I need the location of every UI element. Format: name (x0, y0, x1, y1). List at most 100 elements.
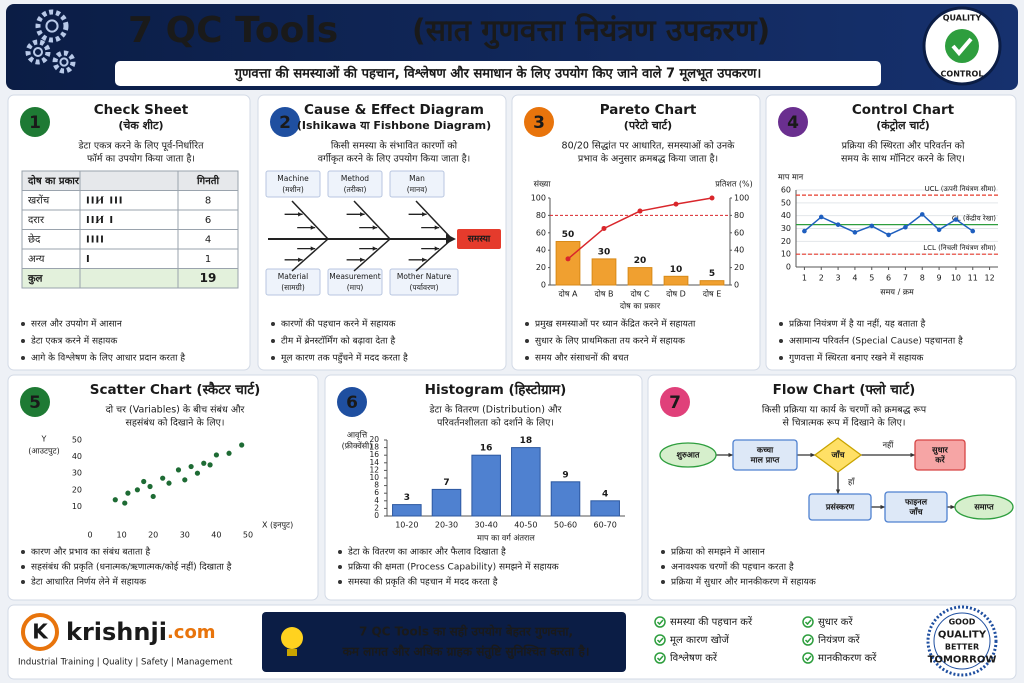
tool-description: से चित्रात्मक रूप में दिखाने के लिए। (783, 417, 906, 429)
arrow-head (810, 452, 815, 458)
bullet-dot (21, 580, 25, 584)
tool-description: वर्गीकृत करने के लिए उपयोग किया जाता है। (318, 153, 471, 165)
bullet-text: डेटा के वितरण का आकार और फैलाव दिखाता है (347, 546, 506, 558)
y2-tick-label: 60 (734, 228, 744, 237)
bullet-dot (525, 339, 529, 343)
bullet-dot (271, 356, 275, 360)
cumulative-point (601, 225, 607, 231)
bone (353, 238, 391, 272)
tool-description: डेटा के वितरण (Distribution) और (428, 404, 562, 416)
arrow-head (298, 257, 303, 262)
histogram-bar (550, 481, 581, 517)
value-label: 5 (709, 269, 715, 279)
x-tick-label: 0 (87, 531, 92, 540)
cause-box (327, 268, 383, 296)
tool-description: दो चर (Variables) के बीच संबंध और (106, 404, 246, 416)
bar (627, 267, 653, 286)
scatter-point (166, 480, 172, 486)
bullet-text: सहसंबंध की प्रकृति (धनात्मक/ऋणात्मक/कोई … (31, 561, 232, 573)
tool-subtitle: (कंट्रोल चार्ट) (876, 118, 930, 132)
table-cell: 4 (205, 234, 211, 245)
tally: I (86, 254, 91, 265)
y-tick-label: 18 (369, 443, 379, 452)
brand-tagline: Industrial Training | Quality | Safety |… (18, 658, 233, 668)
bullet-dot (661, 580, 665, 584)
arrow-head (310, 225, 316, 230)
number-badge (20, 387, 50, 417)
value-label: 18 (520, 436, 533, 446)
cumulative-point (637, 208, 643, 214)
table-cell: दरार (28, 215, 45, 226)
badge-text: BETTER (945, 643, 979, 652)
x-tick-label: 30 (180, 531, 190, 540)
table-header: गिनती (196, 174, 219, 187)
bullet-text: कारणों की पहचान करने में सहायक (281, 318, 397, 330)
flow-node (659, 442, 717, 468)
tool-number: 3 (533, 113, 545, 133)
gear-hub (33, 47, 43, 57)
bullet-text: कारण और प्रभाव का संबंध बताता है (31, 546, 150, 558)
bar (699, 280, 725, 286)
bullet-text: असामान्य परिवर्तन (Special Cause) पहचानत… (789, 335, 963, 347)
arrow-head (880, 504, 885, 510)
y-tick-label: 10 (781, 250, 791, 259)
data-point (953, 217, 959, 222)
limit-label: CL (केंद्रीय रेखा) (952, 214, 996, 223)
y-axis-label: संख्या (534, 180, 552, 189)
x-tick-label: 8 (920, 274, 925, 283)
bullet-text: डेटा एकत्र करने में सहायक (30, 335, 118, 347)
bullet-text: प्रक्रिया नियंत्रण में है या नहीं, यह बत… (789, 318, 926, 330)
x-tick-label: 2 (819, 274, 824, 283)
tool-title: Histogram (हिस्टोग्राम) (425, 381, 567, 398)
data-point (970, 228, 976, 234)
y-tick-label: 30 (781, 224, 791, 233)
arrow-head (298, 212, 303, 217)
arrow-head (360, 212, 365, 217)
x-tick-label: 11 (968, 274, 978, 283)
y2-tick-label: 0 (734, 281, 739, 290)
scatter-point (207, 462, 213, 468)
limit-label: UCL (ऊपरी नियंत्रण सीमा) (925, 184, 997, 193)
bullet-dot (661, 565, 665, 569)
table-total: कुल (27, 273, 44, 284)
checklist-item: समस्या की पहचान करें (670, 616, 753, 628)
edge-label: नहीं (883, 440, 895, 450)
number-badge (20, 107, 50, 137)
scatter-point (160, 475, 166, 481)
y-tick-label: 16 (369, 450, 379, 459)
cause-box (265, 170, 321, 198)
edge-label: हाँ (848, 477, 855, 487)
check-icon (802, 652, 814, 664)
bullet-dot (21, 550, 25, 554)
tool-title: Check Sheet (94, 102, 189, 118)
value-label: 3 (404, 493, 410, 503)
cause-hindi: (सामग्री) (281, 283, 305, 292)
checklist-item: नियंत्रण करें (818, 634, 861, 646)
value-label: 16 (480, 444, 493, 454)
y-tick-label: 10 (72, 502, 82, 511)
cause-name: Measurement (329, 272, 381, 281)
arrow-head (360, 257, 365, 262)
check-tick (656, 655, 664, 662)
arrow-head (310, 246, 316, 251)
tool-subtitle: (Ishikawa या Fishbone Diagram) (297, 119, 491, 132)
bulb-glow (281, 627, 303, 649)
arrow-head (434, 246, 440, 251)
bone (415, 200, 453, 240)
x-tick-label: 20-30 (435, 521, 458, 530)
tool-description: प्रभाव के अनुसार क्रमबद्ध किया जाता है। (578, 153, 718, 165)
bullet-dot (338, 550, 342, 554)
bullet-dot (779, 356, 783, 360)
bone (415, 238, 453, 272)
number-badge (270, 107, 300, 137)
y-axis-label: (आउटपुट) (28, 447, 59, 457)
tool-title: Scatter Chart (स्कैटर चार्ट) (90, 381, 261, 398)
flow-label: कच्चा (756, 446, 774, 455)
y-tick-label: 20 (536, 263, 546, 272)
value-label: 50 (562, 230, 575, 240)
tally: IIII̸ III (86, 194, 124, 206)
tool-number: 7 (669, 393, 681, 413)
cause-box (327, 170, 383, 198)
scatter-point (188, 463, 194, 470)
checklist-item: मानकीकरण करें (818, 652, 877, 664)
